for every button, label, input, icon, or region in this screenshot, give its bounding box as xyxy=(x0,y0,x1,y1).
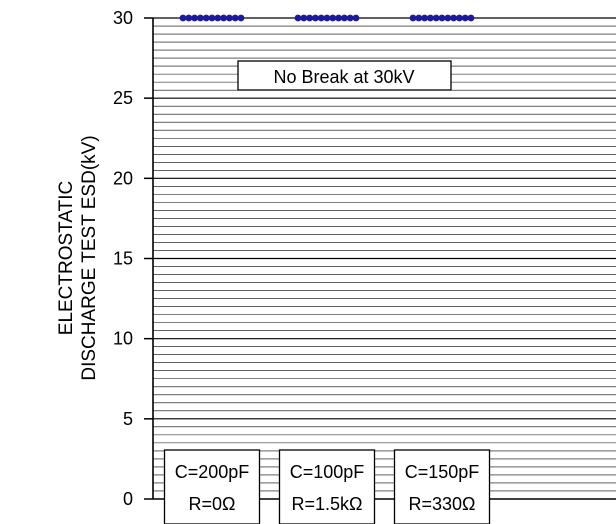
marker-cluster xyxy=(294,14,360,22)
y-tick-label: 10 xyxy=(113,329,133,349)
data-point xyxy=(202,14,210,22)
condition-box-frame xyxy=(163,449,261,524)
data-point xyxy=(421,14,428,22)
data-point xyxy=(300,14,308,22)
data-markers xyxy=(179,14,475,22)
data-point xyxy=(306,14,313,22)
y-axis-label: ELECTROSTATIC DISCHARGE TEST ESD(kV) xyxy=(56,135,100,380)
y-axis-label-line1: ELECTROSTATIC xyxy=(56,181,77,335)
condition-box: C=100pF R=1.5kΩ xyxy=(278,449,376,524)
data-point xyxy=(323,14,331,22)
data-point xyxy=(191,14,199,22)
condition-box: C=200pF R=0Ω xyxy=(163,449,261,524)
condition-capacitance: C=200pF xyxy=(175,462,250,482)
data-point xyxy=(415,14,423,22)
data-point xyxy=(294,14,302,22)
data-point xyxy=(220,14,228,22)
y-tick-label: 30 xyxy=(113,8,133,28)
data-point xyxy=(329,14,337,22)
data-point xyxy=(237,14,245,22)
data-point xyxy=(346,14,354,22)
data-point xyxy=(444,14,452,22)
data-point xyxy=(450,14,457,22)
condition-resistance: R=330Ω xyxy=(409,494,476,514)
data-point xyxy=(427,14,434,22)
data-point xyxy=(461,14,469,22)
condition-capacitance: C=150pF xyxy=(405,462,480,482)
data-point xyxy=(432,14,440,22)
data-point xyxy=(208,14,216,22)
y-tick-label: 0 xyxy=(123,489,133,509)
condition-box: C=150pF R=330Ω xyxy=(393,449,491,524)
data-point xyxy=(185,14,193,22)
marker-cluster xyxy=(409,14,475,22)
condition-box-frame xyxy=(393,449,491,524)
data-point xyxy=(341,14,348,22)
data-point xyxy=(438,14,446,22)
condition-resistance: R=0Ω xyxy=(189,494,236,514)
y-tick-labels: 0 5 10 15 20 25 30 xyxy=(113,8,153,509)
data-point xyxy=(179,14,187,22)
data-point xyxy=(214,14,222,22)
y-tick-label: 5 xyxy=(123,409,133,429)
annotation-text: No Break at 30kV xyxy=(273,67,414,87)
data-point xyxy=(409,14,417,22)
y-axis-label-line2: DISCHARGE TEST ESD(kV) xyxy=(79,135,100,380)
data-point xyxy=(226,14,233,22)
data-point xyxy=(352,14,360,22)
data-point xyxy=(456,14,463,22)
data-point xyxy=(335,14,342,22)
y-tick-label: 15 xyxy=(113,249,133,269)
condition-box-frame xyxy=(278,449,376,524)
y-tick-label: 25 xyxy=(113,88,133,108)
annotation-box: No Break at 30kV xyxy=(237,60,452,91)
data-point xyxy=(197,14,204,22)
condition-capacitance: C=100pF xyxy=(290,462,365,482)
y-tick-label: 20 xyxy=(113,168,133,188)
condition-labels: C=200pF R=0Ω C=100pF R=1.5kΩ C=150pF R=330Ω xyxy=(163,449,491,524)
data-point xyxy=(312,14,319,22)
marker-cluster xyxy=(179,14,245,22)
data-point xyxy=(231,14,239,22)
condition-resistance: R=1.5kΩ xyxy=(292,494,363,514)
data-point xyxy=(317,14,325,22)
data-point xyxy=(467,14,475,22)
